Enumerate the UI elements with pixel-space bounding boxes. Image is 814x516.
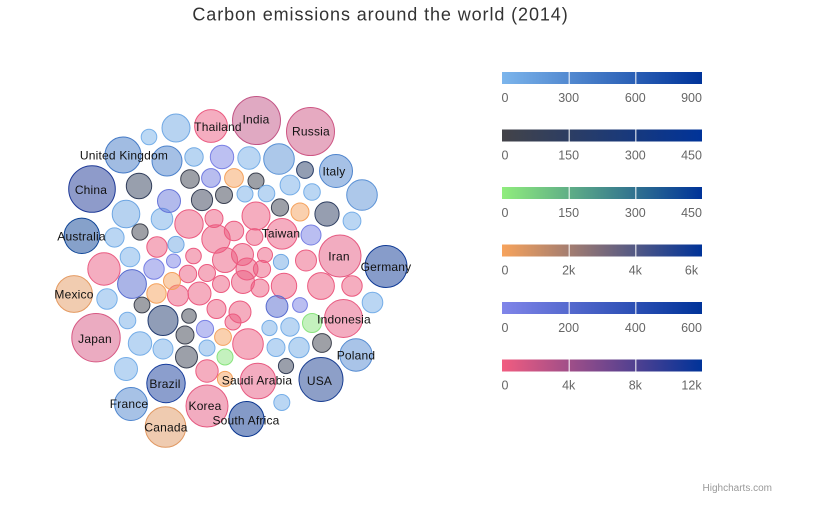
svg-text:USA: USA <box>307 374 332 388</box>
svg-text:4k: 4k <box>562 379 576 393</box>
svg-text:Brazil: Brazil <box>149 377 180 391</box>
svg-text:0: 0 <box>502 264 509 278</box>
svg-text:6k: 6k <box>685 264 699 278</box>
svg-text:China: China <box>75 183 107 197</box>
svg-text:Thailand: Thailand <box>194 120 242 134</box>
svg-text:South Africa: South Africa <box>212 414 279 428</box>
svg-text:United Kingdom: United Kingdom <box>80 149 168 163</box>
svg-text:150: 150 <box>558 206 579 220</box>
svg-text:2k: 2k <box>562 264 576 278</box>
svg-text:400: 400 <box>625 321 646 335</box>
svg-text:450: 450 <box>681 149 702 163</box>
svg-text:Australia: Australia <box>57 230 106 244</box>
svg-text:12k: 12k <box>681 379 702 393</box>
svg-text:4k: 4k <box>629 264 643 278</box>
svg-text:France: France <box>110 397 149 411</box>
svg-text:Taiwan: Taiwan <box>262 227 301 241</box>
svg-text:Japan: Japan <box>78 332 112 346</box>
svg-text:150: 150 <box>558 149 579 163</box>
svg-text:300: 300 <box>558 91 579 105</box>
svg-text:Mexico: Mexico <box>54 288 93 302</box>
svg-text:0: 0 <box>502 91 509 105</box>
svg-text:600: 600 <box>625 91 646 105</box>
svg-text:300: 300 <box>625 149 646 163</box>
svg-text:Italy: Italy <box>322 165 345 179</box>
svg-text:0: 0 <box>502 321 509 335</box>
svg-text:0: 0 <box>502 379 509 393</box>
svg-text:Poland: Poland <box>337 349 376 363</box>
svg-text:Korea: Korea <box>188 399 221 413</box>
svg-text:8k: 8k <box>629 379 643 393</box>
svg-text:India: India <box>242 113 269 127</box>
svg-text:0: 0 <box>502 149 509 163</box>
svg-text:600: 600 <box>681 321 702 335</box>
svg-text:Saudi Arabia: Saudi Arabia <box>222 374 293 388</box>
svg-text:Canada: Canada <box>144 421 187 435</box>
svg-text:300: 300 <box>625 206 646 220</box>
svg-text:Iran: Iran <box>328 250 349 264</box>
svg-text:Germany: Germany <box>361 260 412 274</box>
svg-text:Highcharts.com: Highcharts.com <box>703 483 772 494</box>
svg-text:450: 450 <box>681 206 702 220</box>
svg-text:Indonesia: Indonesia <box>317 313 371 327</box>
svg-text:Russia: Russia <box>292 125 330 139</box>
svg-text:200: 200 <box>558 321 579 335</box>
svg-text:Carbon emissions around the wo: Carbon emissions around the world (2014) <box>192 5 568 25</box>
svg-text:0: 0 <box>502 206 509 220</box>
svg-text:900: 900 <box>681 91 702 105</box>
